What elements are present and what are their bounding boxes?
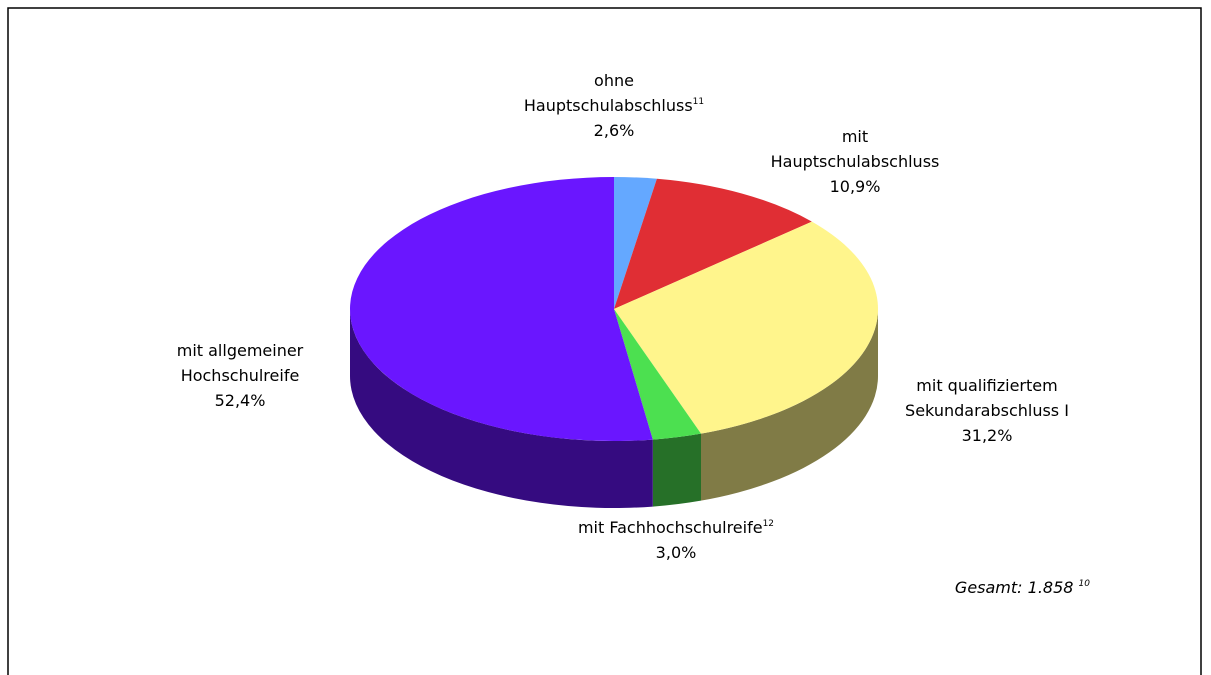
value-label: 3,0% <box>655 543 697 562</box>
category-text: mit qualifiziertem Sekundarabschluss I <box>905 376 1069 420</box>
slice <box>614 177 657 309</box>
slice-label: ohne Hauptschulabschluss11 2,6% <box>514 68 714 143</box>
category-text: mit Fachhochschulreife <box>577 518 763 537</box>
slice-label: mit qualifiziertem Sekundarabschluss I 31… <box>872 373 1102 448</box>
footnote-ref: 11 <box>692 97 705 107</box>
category-name: ohne Hauptschulabschluss11 <box>514 68 714 118</box>
category-name: mit qualifiziertem Sekundarabschluss I <box>872 373 1102 423</box>
category-text: mit allgemeiner Hochschulreife <box>176 341 304 385</box>
slice <box>350 177 653 441</box>
category-text: ohne Hauptschulabschluss <box>523 71 693 115</box>
value-label: 52,4% <box>214 391 266 410</box>
value-label: 10,9% <box>829 177 881 196</box>
footnote-ref: 12 <box>762 519 775 529</box>
footnote-ref: 10 <box>1078 579 1090 589</box>
frame <box>7 7 1202 675</box>
category-name: mit allgemeiner Hochschulreife <box>153 338 328 388</box>
slice-label: mit Fachhochschulreife12 3,0% <box>576 515 776 565</box>
category-text: mit Hauptschulabschluss <box>770 127 940 171</box>
slice-side <box>350 309 653 509</box>
value-label: 31,2% <box>961 426 1013 445</box>
slice <box>614 178 812 309</box>
slice-label: mit Hauptschulabschluss 10,9% <box>755 124 955 199</box>
slice-side <box>700 309 878 501</box>
category-name: mit Fachhochschulreife12 <box>576 515 776 540</box>
slice-side <box>652 433 701 507</box>
value-label: 2,6% <box>593 121 635 140</box>
slice-label: mit allgemeiner Hochschulreife 52,4% <box>153 338 328 413</box>
annotation: Gesamt: 1.858 10 <box>955 578 1090 597</box>
slice <box>614 309 701 440</box>
category-name: mit Hauptschulabschluss <box>755 124 955 174</box>
annotation-text: Gesamt: 1.858 <box>954 578 1074 597</box>
slice <box>614 221 878 434</box>
